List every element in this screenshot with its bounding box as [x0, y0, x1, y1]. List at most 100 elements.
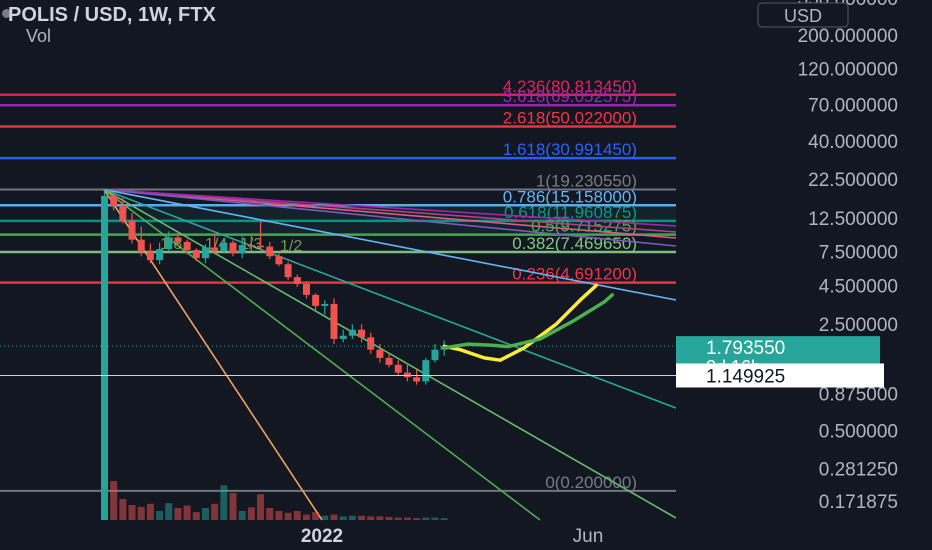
crosshair-price-tag — [676, 363, 884, 388]
candle-body — [110, 195, 118, 206]
market-status-icon — [2, 9, 11, 18]
candle-body — [293, 277, 301, 284]
candle-body — [330, 303, 338, 339]
candle-body — [192, 249, 200, 259]
volume-bar — [293, 511, 301, 520]
time-tick-label: Jun — [573, 526, 604, 547]
candle-body — [321, 303, 329, 306]
candle-body — [367, 337, 375, 350]
candle-body — [284, 264, 292, 278]
volume-bar — [367, 516, 375, 520]
volume-bar — [192, 512, 200, 520]
volume-bar — [201, 508, 209, 520]
price-axis — [676, 0, 932, 550]
volume-bar — [358, 515, 366, 520]
price-tick-label: 2.500000 — [819, 315, 898, 336]
fib-level-label: 0(0.200000) — [545, 473, 637, 492]
volume-bar — [257, 494, 265, 520]
fib-level-label: 0.236(4.691200) — [512, 265, 637, 284]
fan-line — [103, 188, 677, 247]
candle-body — [257, 245, 265, 248]
volume-bar — [128, 505, 136, 520]
volume-bar — [413, 518, 421, 520]
candle-body — [312, 294, 320, 306]
currency-selector — [757, 2, 849, 28]
volume-bar — [284, 512, 292, 520]
crosshair-price-value: 1.149925 — [706, 366, 785, 387]
volume-bar — [165, 503, 173, 520]
candle-body — [183, 241, 191, 250]
price-tick-label: 7.500000 — [819, 243, 898, 264]
time-axis — [0, 522, 676, 550]
volume-bar — [403, 517, 411, 520]
candle-body — [238, 245, 246, 254]
candle-body — [422, 360, 430, 382]
candle-body — [348, 329, 356, 336]
fan-line — [103, 188, 677, 519]
fan-ratio-label: 1/2 — [280, 238, 302, 255]
volume-bar — [302, 514, 310, 520]
candle-body — [128, 220, 136, 240]
fan-line — [103, 188, 677, 233]
candle-body — [201, 247, 209, 259]
fan-line — [103, 188, 677, 409]
currency-label: USD — [784, 6, 822, 26]
current-price-value: 1.793550 — [706, 338, 785, 359]
volume-bar — [137, 506, 145, 520]
volume-bar — [394, 517, 402, 520]
candle-body — [174, 237, 182, 242]
fib-level-label: 1.618(30.991450) — [503, 140, 637, 159]
chart-title[interactable]: POLIS / USD, 1W, FTX — [8, 4, 216, 26]
volume-bar — [183, 505, 191, 520]
candle-body — [146, 251, 154, 261]
candle-body — [211, 247, 219, 251]
time-tick-label: 2022 — [301, 526, 343, 547]
volume-bar — [238, 511, 246, 520]
volume-bar — [339, 516, 347, 520]
fib-level-label: 2.618(50.022000) — [503, 108, 637, 127]
volume-bar — [266, 508, 274, 520]
fib-level-label: 4.236(80.813450) — [503, 77, 637, 96]
candle-body — [376, 349, 384, 358]
volume-bar — [275, 511, 283, 520]
price-tick-label: 0.171875 — [819, 492, 898, 513]
price-tick-label: 0.281250 — [819, 459, 898, 480]
candle-body — [403, 372, 411, 378]
candle-body — [339, 335, 347, 339]
candle-body — [413, 377, 421, 382]
candle-body — [358, 329, 366, 338]
candle-body — [220, 242, 228, 251]
candle-body — [119, 205, 127, 221]
price-tick-label: 40.000000 — [808, 132, 898, 153]
price-tick-label: 22.500000 — [808, 170, 898, 191]
volume-bar — [422, 517, 430, 520]
volume-bar — [110, 481, 118, 520]
volume-bar — [156, 511, 164, 520]
volume-bar — [247, 507, 255, 520]
volume-bar — [385, 517, 393, 520]
fan-line — [103, 188, 677, 301]
volume-bar — [229, 493, 237, 520]
price-tick-label: 0.875000 — [819, 385, 898, 406]
fan-line — [103, 188, 677, 239]
fib-level-label: 0.382(7.469650) — [512, 234, 637, 253]
price-tick-label: 120.000000 — [798, 60, 898, 81]
fib-level-label: 1(19.230550) — [536, 172, 637, 191]
volume-indicator-label[interactable]: Vol — [26, 26, 52, 46]
price-tick-label: 0.500000 — [819, 421, 898, 442]
volume-bar — [220, 485, 228, 520]
candle-body — [137, 239, 145, 252]
candle-body — [431, 349, 439, 361]
volume-bar — [440, 518, 448, 520]
candle-body — [156, 249, 164, 261]
volume-bar — [348, 515, 356, 520]
volume-bar — [321, 515, 329, 520]
price-tick-label: 70.000000 — [808, 95, 898, 116]
fib-level-label: 0.786(15.158000) — [503, 187, 637, 206]
yellow-projection — [442, 283, 598, 362]
candle-body — [165, 237, 173, 250]
candle-body — [302, 283, 310, 295]
candle-body — [385, 357, 393, 365]
volume-bar — [211, 503, 219, 520]
